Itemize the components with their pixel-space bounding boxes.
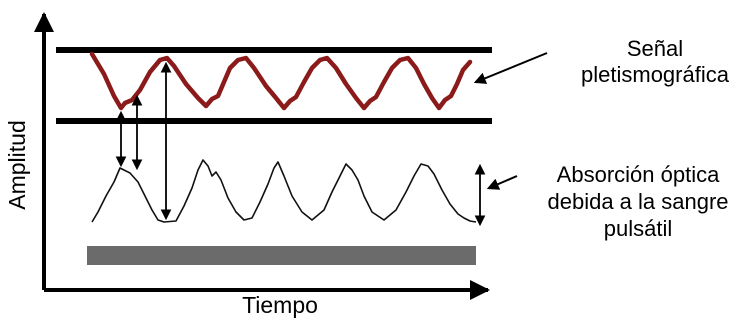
x-axis-label: Tiempo (242, 292, 318, 318)
y-axis-label: Amplitud (4, 120, 30, 210)
baseline-band (87, 246, 476, 265)
axes (34, 12, 490, 300)
ppg-signal-label-line1: Señal (626, 36, 684, 61)
absorption-label-line3: pulsátil (603, 216, 673, 241)
measurement-arrows (115, 61, 486, 227)
ppg-signal-label-line2: pletismográfica (581, 62, 729, 87)
absorption-label-line1: Absorción óptica (556, 162, 720, 187)
absorption-label-pointer-arrow (486, 175, 518, 190)
absorption-signal-waveform (91, 159, 477, 223)
absorption-label: Absorción óptica debida a la sangre puls… (522, 161, 754, 242)
ppg-signal-label: Señal pletismográfica (560, 36, 750, 88)
ppg-signal-waveform (89, 51, 473, 111)
ppg-label-pointer-arrow (473, 52, 548, 84)
absorption-label-line2: debida a la sangre (547, 189, 729, 214)
